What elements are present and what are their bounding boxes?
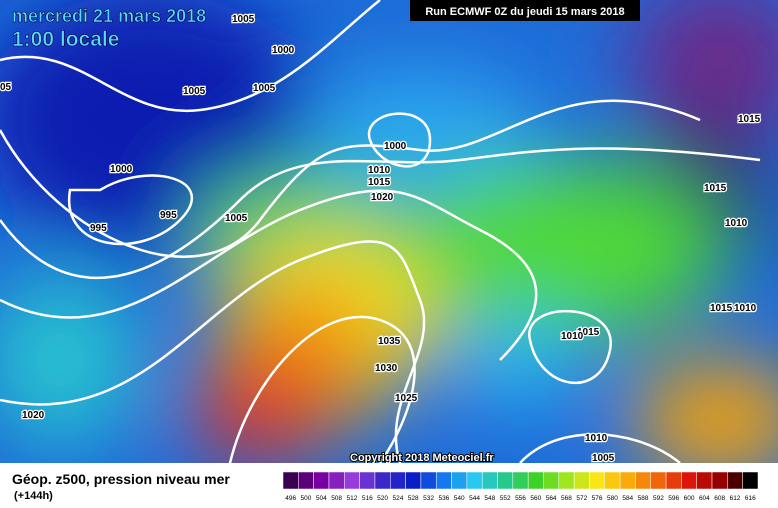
scale-label: 536 [438,495,449,502]
scale-label: 612 [730,495,741,502]
isobar-label: 1015 [577,327,600,338]
scale-label: 592 [653,495,664,502]
scale-label: 584 [622,495,633,502]
isobar-label: 1005 [592,453,615,464]
isobar-label: 1015 [368,177,391,188]
scale-swatch [420,471,437,490]
scale-swatch [374,471,391,490]
scale-label: 616 [745,495,756,502]
scale-label: 572 [576,495,587,502]
isobar-label: 1000 [384,141,407,152]
scale-swatch [313,471,330,490]
isobar-label: 1000 [110,164,133,175]
isobar-label: 1015 [704,183,727,194]
date: mercredi 21 mars 2018 [12,6,206,26]
color-scale: 496 500 504 508 512 516 520 524 528 532 536 540 544 5… [282,471,759,502]
scale-swatch [512,471,529,490]
isobar-label: 1010 [734,303,757,314]
map: 1005 1000 1005 1005 05 1000 995 995 1005 1000 1010… [0,0,778,464]
scale-label: 596 [668,495,679,502]
isobar-label: 1000 [272,45,295,56]
scale-swatch [742,471,759,490]
copyright: Copyright 2018 Meteociel.fr [350,452,494,464]
isobar-label: 1020 [371,192,394,203]
scale-swatch [390,471,406,490]
isobar-label: 1005 [253,83,276,94]
scale-swatch [481,471,498,490]
scale-label: 560 [530,495,541,502]
scale-swatch [543,471,560,490]
scale-swatch [466,471,483,490]
scale-swatch [604,471,621,490]
scale-swatch [727,471,743,490]
isobar-label: 1035 [378,336,401,347]
isobar-label: 1025 [395,393,418,404]
scale-label: 524 [392,495,403,502]
scale-label: 496 [285,495,296,502]
scale-swatch [619,471,636,490]
isobar-label: 05 [0,82,12,93]
isobar-label: 1005 [183,86,206,97]
scale-swatch [451,471,468,490]
scale-label: 548 [484,495,495,502]
scale-label: 540 [454,495,465,502]
scale-label: 580 [607,495,618,502]
scale-swatch [527,471,544,490]
scale-label: 588 [638,495,649,502]
footer-title: Géop. z500, pression niveau mer [12,471,230,487]
isobar-label: 1010 [725,218,748,229]
isobar-label: 995 [90,223,107,234]
scale-label: 568 [561,495,572,502]
footer-lead: (+144h) [14,490,53,502]
scale-label: 528 [408,495,419,502]
isobar-label: 995 [160,210,177,221]
scale-swatch [711,471,728,490]
scale-swatch [282,471,299,490]
scale-swatch [696,471,713,490]
scale-label: 512 [347,495,358,502]
scale-label: 544 [469,495,480,502]
scale-swatch [328,471,345,490]
scale-label: 556 [515,495,526,502]
scale-label: 604 [699,495,710,502]
run-label: Run ECMWF 0Z du jeudi 15 mars 2018 [425,6,624,18]
scale-swatch [665,471,682,490]
isobar-label: 1005 [232,14,255,25]
scale-swatch [681,471,697,490]
scale-swatch [497,471,514,490]
scale-label: 532 [423,495,434,502]
scale-swatch [589,471,606,490]
isobar-label: 1010 [585,433,608,444]
scale-swatch [298,471,314,490]
scale-label: 600 [684,495,695,502]
scale-label: 564 [546,495,557,502]
scale-swatch [405,471,422,490]
scale-swatch [359,471,376,490]
scale-swatch [344,471,360,490]
isobar-label: 1005 [225,213,248,224]
isobar-label: 1010 [368,165,391,176]
scale-label: 552 [500,495,511,502]
scale-label: 576 [592,495,603,502]
scale-swatch [435,471,452,490]
isobar-label: 1015 [710,303,733,314]
scale-label: 508 [331,495,342,502]
scale-label: 520 [377,495,388,502]
scale-label: 608 [714,495,725,502]
isobar-label: 1010 [561,331,584,342]
isobar-label: 1015 [738,114,761,125]
scale-swatch [573,471,590,490]
scale-swatch [635,471,651,490]
scale-label: 504 [316,495,327,502]
scale-swatch [650,471,667,490]
scale-swatch [558,471,575,490]
isobar-label: 1020 [22,410,45,421]
scale-label: 500 [301,495,312,502]
isobar-label: 1030 [375,363,398,374]
time: 1:00 locale [12,28,119,51]
scale-label: 516 [362,495,373,502]
run-box [410,0,640,21]
